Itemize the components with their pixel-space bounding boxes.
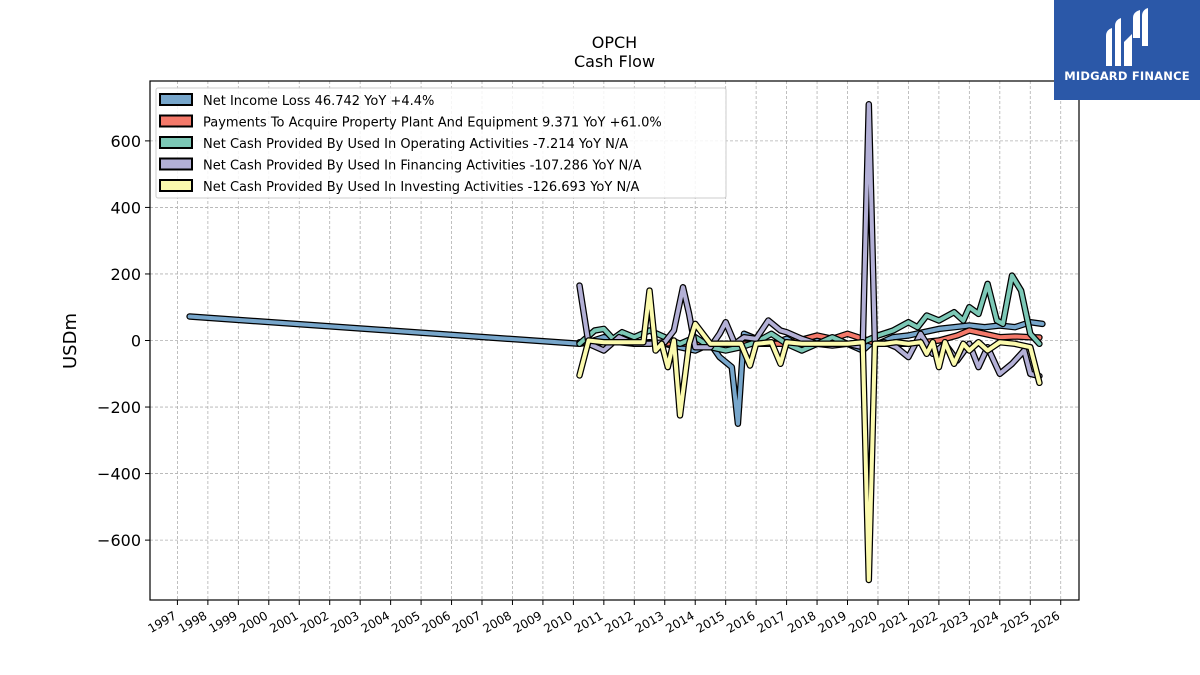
legend-swatch [159,114,193,128]
x-tick-label: 2020 [846,608,879,635]
series-line-4 [576,287,1043,584]
legend-label: Net Income Loss 46.742 YoY +4.4% [203,94,434,109]
x-tick-label: 2018 [785,608,818,635]
y-axis-label: USDm [60,313,81,369]
y-tick-label: 600 [110,132,141,151]
legend-swatch [159,136,193,149]
x-tick-label: 2014 [663,608,696,635]
x-tick-label: 2009 [511,608,544,635]
brand-mark-icon [1106,8,1148,66]
legend: Net Income Loss 46.742 YoY +4.4% Payments… [155,87,727,199]
x-tick-label: 2010 [541,608,574,635]
legend-label: Net Cash Provided By Used In Investing A… [203,180,640,195]
x-tick-label: 2000 [237,608,270,635]
x-tick-label: 2004 [359,608,392,635]
x-tick-label: 2011 [572,608,605,635]
y-tick-label: 400 [110,198,141,217]
x-tick-label: 2019 [816,608,849,635]
legend-frame [155,87,727,199]
y-tick-label: −200 [97,398,141,417]
x-tick-label: 2017 [755,608,788,635]
y-tick-label: −400 [97,465,141,484]
x-tick-label: 1997 [145,608,178,635]
x-tick-label: 2001 [267,608,300,635]
x-tick-label: 2007 [450,608,483,635]
x-tick-label: 2015 [694,608,727,635]
x-tick-label: 2023 [937,608,970,635]
x-tick-label: 2002 [298,608,331,635]
x-tick-label: 2025 [998,608,1031,635]
legend-label: Payments To Acquire Property Plant And E… [203,116,662,131]
x-tick-label: 2003 [328,608,361,635]
x-tick-label: 2016 [724,608,757,635]
legend-swatch [159,93,193,106]
legend-swatch [159,179,193,192]
brand-name: MIDGARD FINANCE [1064,69,1190,83]
x-tick-label: 2026 [1029,608,1062,635]
series-lines [186,101,1046,584]
x-tick-label: 2021 [876,608,909,635]
x-tick-label: 2006 [420,608,453,635]
legend-label: Net Cash Provided By Used In Financing A… [203,159,642,174]
x-tick-label: 2005 [389,608,422,635]
x-tick-label: 1999 [206,608,239,635]
y-tick-label: −600 [97,531,141,550]
y-tick-label: 0 [131,332,141,351]
y-tick-label: 200 [110,265,141,284]
x-tick-label: 2012 [602,608,635,635]
chart-title: OPCH [592,33,637,52]
x-tick-label: 2013 [633,608,666,635]
legend-swatch [159,157,193,171]
series-line-0 [186,313,1046,427]
series-stroke [187,314,1045,426]
x-tick-label: 2008 [481,608,514,635]
brand-logo: MIDGARD FINANCE [1054,0,1200,100]
series-stroke [577,288,1042,582]
x-tick-label: 2024 [968,608,1001,635]
chart-subtitle: Cash Flow [574,52,655,71]
legend-label: Net Cash Provided By Used In Operating A… [203,137,628,152]
x-tick-label: 2022 [907,608,940,635]
x-tick-label: 1998 [176,608,209,635]
